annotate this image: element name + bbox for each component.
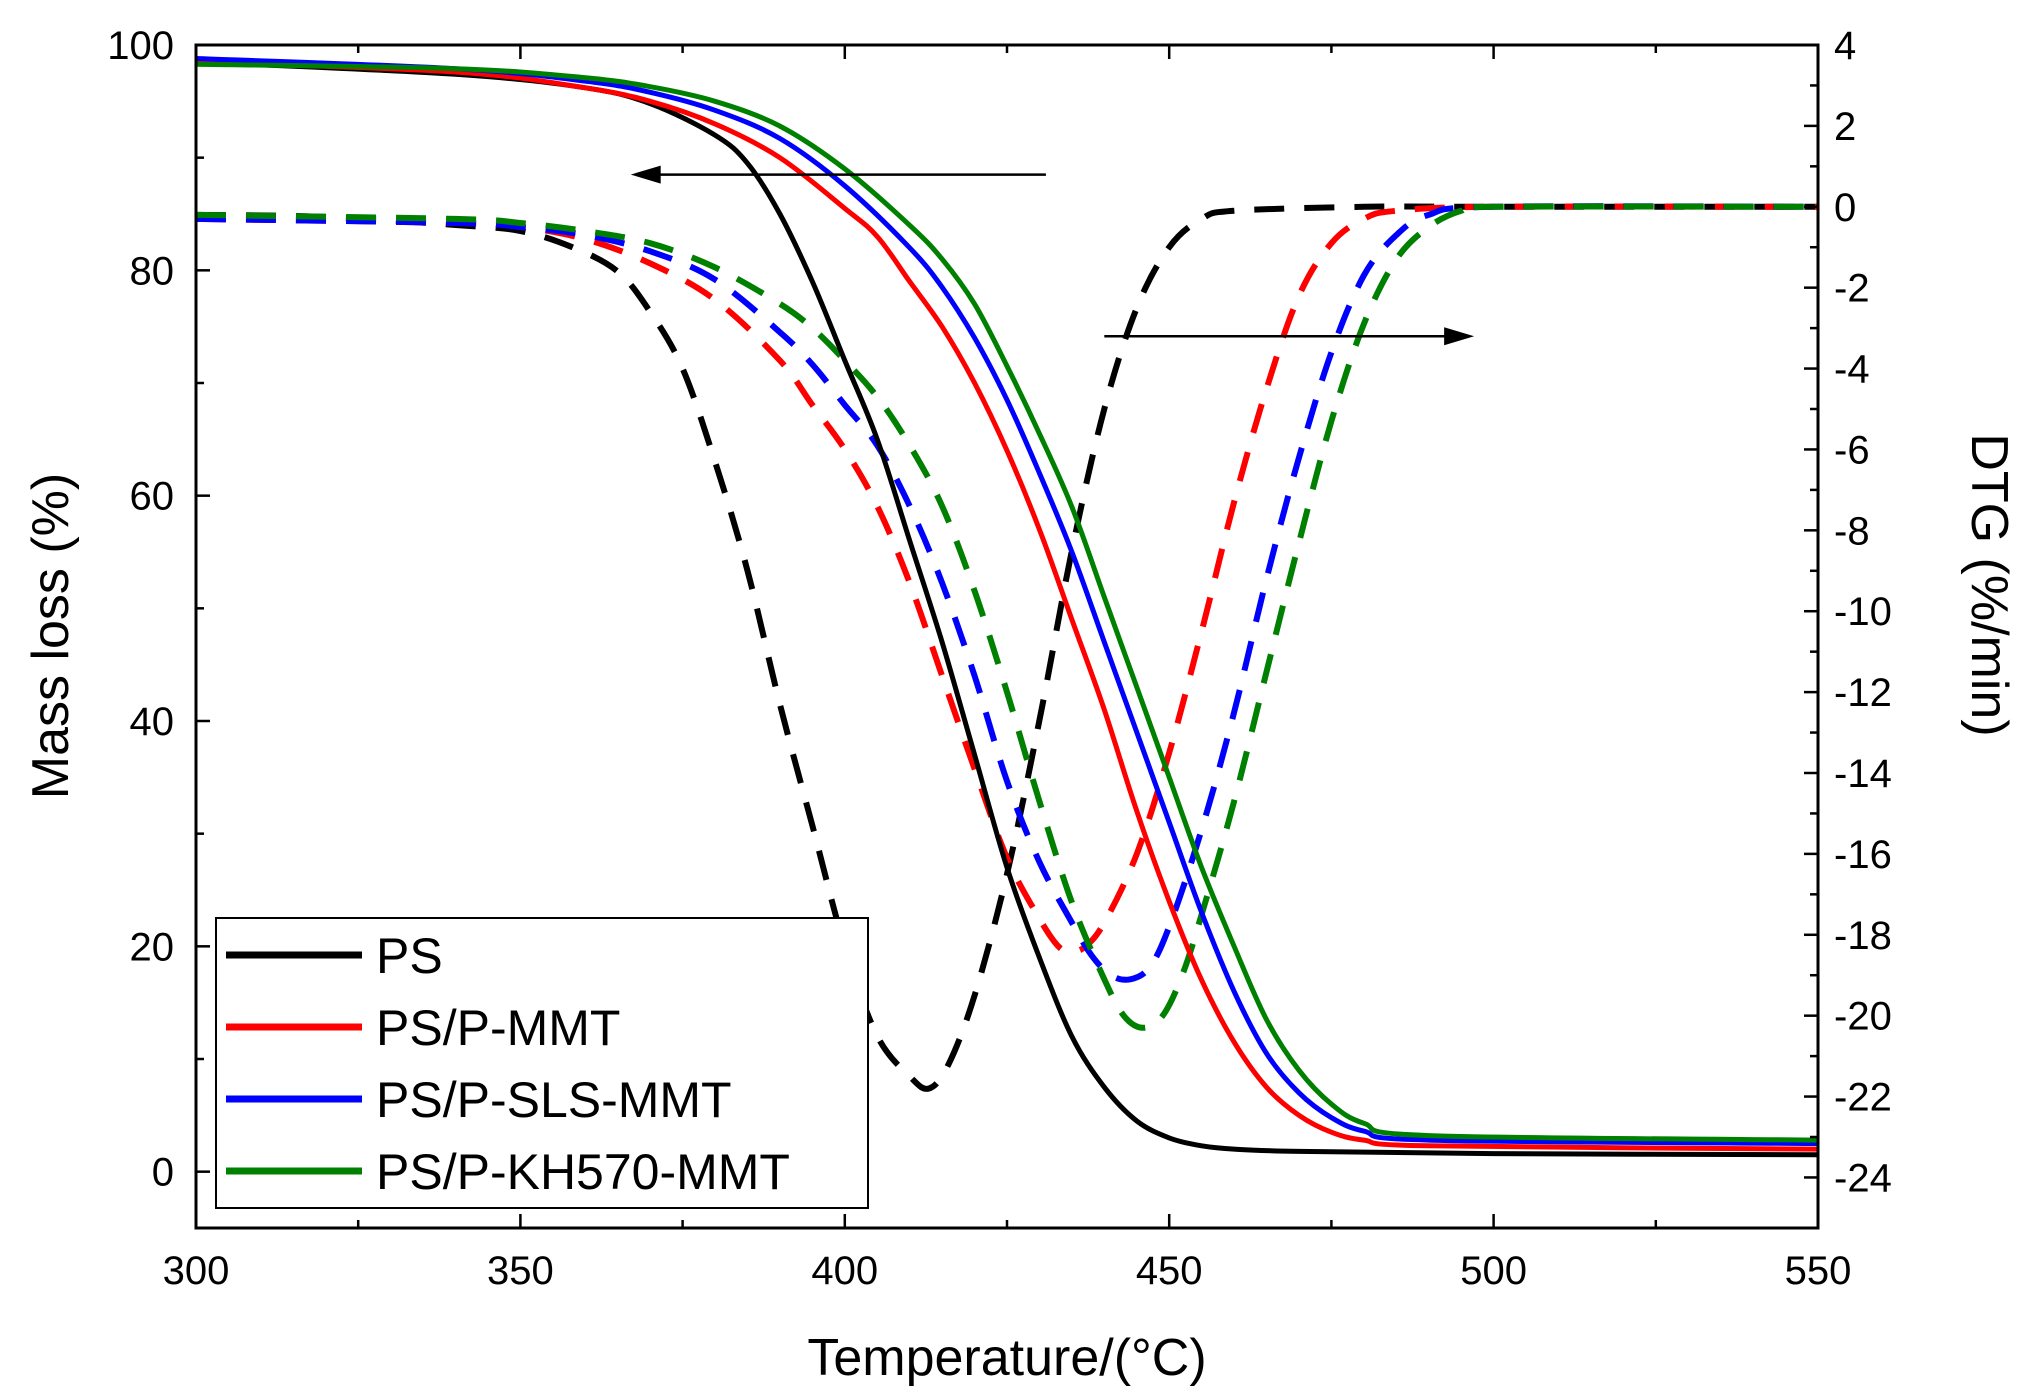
legend-label-ps-p-sls-mmt: PS/P-SLS-MMT (376, 1072, 732, 1128)
y2-tick-label: -8 (1834, 509, 1870, 553)
legend: PS PS/P-MMT PS/P-SLS-MMT PS/P-KH570-MMT (215, 917, 869, 1209)
axis-ticks (194, 43, 1820, 1228)
x-tick-label: 500 (1460, 1249, 1527, 1293)
x-tick-label: 550 (1785, 1249, 1852, 1293)
y2-tick-label: -2 (1834, 267, 1870, 311)
annotation-arrow-head (1444, 327, 1475, 346)
y2-tick-label: -18 (1834, 914, 1892, 958)
y2-tick-label: 2 (1834, 105, 1856, 149)
tga-line-ps-p-sls-mmt (195, 56, 1819, 1146)
y-axis-title: Mass loss (%) (22, 473, 80, 799)
dtg-line-ps-p-kh570-mmt (195, 203, 1819, 1031)
y2-tick-label: -4 (1834, 348, 1870, 392)
y-tick-label: 20 (130, 925, 175, 969)
dtg-line-ps-p-mmt (195, 203, 1819, 955)
y2-tick-label: -16 (1834, 833, 1892, 877)
tga-line-ps (195, 59, 1819, 1158)
y2-tick-label: -22 (1834, 1076, 1892, 1120)
x-tick-label: 450 (1136, 1249, 1203, 1293)
y2-tick-label: -24 (1834, 1156, 1892, 1200)
annotation-arrow-head (630, 165, 661, 184)
dtg-series-group (195, 203, 1819, 1092)
dtg-line-ps (195, 203, 1818, 1092)
legend-label-ps-p-kh570-mmt: PS/P-KH570-MMT (376, 1144, 790, 1200)
x-tick-label: 400 (811, 1249, 878, 1293)
y2-tick-label: 0 (1834, 186, 1856, 230)
x-tick-label: 300 (163, 1249, 230, 1293)
dtg-line-ps-p-sls-mmt (195, 203, 1819, 983)
annotation-arrows (630, 165, 1475, 346)
y2-tick-label: 4 (1834, 24, 1856, 68)
tga-series-group (195, 56, 1819, 1158)
legend-label-ps-p-mmt: PS/P-MMT (376, 1000, 620, 1056)
y-tick-label: 40 (130, 700, 175, 744)
y-tick-label: 60 (130, 475, 175, 519)
y2-tick-label: -14 (1834, 752, 1892, 796)
x-tick-label: 350 (487, 1249, 554, 1293)
tga-line-ps-p-kh570-mmt (195, 61, 1819, 1143)
y2-tick-label: -6 (1834, 428, 1870, 472)
tga-line-ps-p-mmt (195, 59, 1819, 1152)
y-tick-label: 80 (130, 249, 175, 293)
y2-tick-label: -10 (1834, 590, 1892, 634)
y2-axis-title: DTG (%/min) (1960, 433, 2018, 736)
y2-tick-label: -12 (1834, 671, 1892, 715)
legend-label-ps: PS (376, 928, 443, 984)
x-axis-title: Temperature/(°C) (807, 1329, 1206, 1387)
legend-box (215, 917, 869, 1209)
y-tick-label: 0 (152, 1151, 174, 1195)
y2-tick-label: -20 (1834, 995, 1892, 1039)
y-tick-label: 100 (107, 24, 174, 68)
